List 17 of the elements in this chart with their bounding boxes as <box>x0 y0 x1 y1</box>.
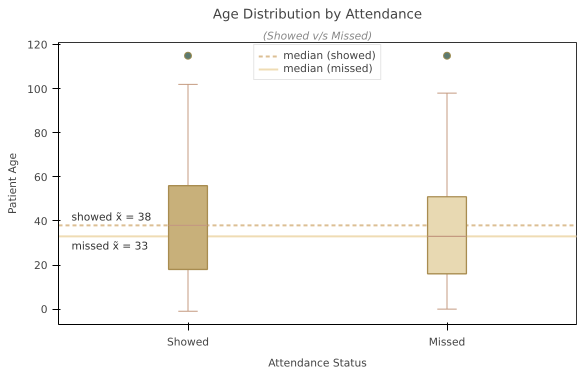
x-tick-label: Showed <box>166 336 210 348</box>
y-axis-title: Patient Age <box>6 152 20 214</box>
y-tick-label: 80 <box>34 126 48 140</box>
y-tick-label: 0 <box>40 303 48 316</box>
annotation: missed x̃ = 33 <box>71 239 148 252</box>
chart-title: Age Distribution by Attendance <box>212 8 422 22</box>
x-tick-label: Missed <box>428 336 466 348</box>
y-tick-label: 40 <box>34 214 48 228</box>
y-tick-label: 120 <box>27 38 48 52</box>
legend-label: median (showed) <box>283 49 376 62</box>
annotation: showed x̃ = 38 <box>71 210 152 224</box>
chart-subtitle: (Showed v/s Missed) <box>262 30 372 42</box>
y-tick-label: 60 <box>34 170 48 184</box>
y-tick-label: 20 <box>34 259 48 272</box>
legend-label: median (missed) <box>283 62 373 75</box>
y-tick-label: 100 <box>27 82 48 96</box>
x-axis-title: Attendance Status <box>268 356 368 370</box>
